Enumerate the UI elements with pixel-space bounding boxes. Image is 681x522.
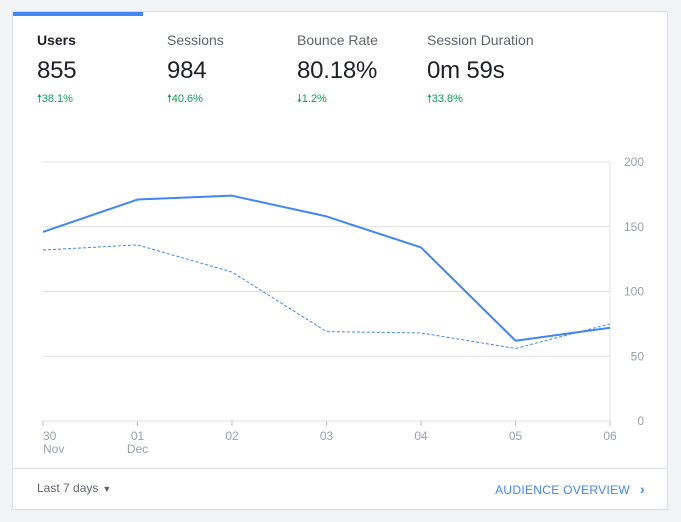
metric-label: Session Duration (427, 32, 534, 48)
arrow-up-icon: 🠕 (427, 93, 432, 105)
y-tick-label: 200 (624, 155, 644, 169)
caret-down-icon: ▼ (102, 484, 112, 494)
users-line-chart: 0 50 100 150 200 30 Nov 01 Dec 02 03 04 05 06 (42, 155, 645, 456)
metric-label: Bounce Rate (297, 32, 378, 48)
x-tick-label: 05 (509, 429, 523, 443)
x-tick-label: 02 (225, 429, 239, 443)
metric-sessions[interactable]: Sessions 984 🠕40.6% (167, 32, 307, 109)
x-tick-label: 01 Dec (127, 429, 148, 456)
audience-overview-link[interactable]: AUDIENCE OVERVIEW › (495, 481, 645, 497)
date-range-dropdown[interactable]: Last 7 days ▼ (37, 481, 112, 495)
overview-card: Users 855 🠕38.1% Sessions 984 🠕40.6% Bou… (12, 11, 668, 510)
previous-period-line (42, 244, 611, 349)
metric-session-duration[interactable]: Session Duration 0m 59s 🠕33.8% (427, 32, 567, 109)
metric-value: 0m 59s (427, 57, 505, 84)
x-tick-label: 04 (414, 429, 428, 443)
metric-value: 984 (167, 57, 207, 84)
y-tick-label: 150 (624, 220, 644, 234)
arrow-down-icon: 🠗 (297, 93, 302, 105)
x-tick-label: 03 (320, 429, 334, 443)
metric-label: Users (37, 32, 76, 48)
metric-change: 🠕38.1% (37, 93, 73, 105)
metric-change: 🠗1.2% (297, 93, 327, 105)
y-tick-label: 50 (631, 349, 645, 363)
arrow-up-icon: 🠕 (167, 93, 172, 105)
x-tick-label: 30 Nov (43, 429, 64, 456)
x-tick-label: 06 (603, 429, 617, 443)
y-tick-label: 0 (637, 414, 644, 428)
active-metric-indicator (13, 12, 143, 16)
metric-label: Sessions (167, 32, 224, 48)
metric-value: 855 (37, 57, 77, 84)
metric-value: 80.18% (297, 57, 378, 84)
metric-bounce-rate[interactable]: Bounce Rate 80.18% 🠗1.2% (297, 32, 437, 109)
arrow-up-icon: 🠕 (37, 93, 42, 105)
metric-change: 🠕40.6% (167, 93, 203, 105)
y-tick-label: 100 (624, 285, 644, 299)
current-period-line (42, 194, 611, 342)
metric-users[interactable]: Users 855 🠕38.1% (37, 32, 177, 109)
chevron-right-icon: › (640, 481, 645, 497)
metric-change: 🠕33.8% (427, 93, 463, 105)
card-footer: Last 7 days ▼ AUDIENCE OVERVIEW › (13, 468, 667, 509)
